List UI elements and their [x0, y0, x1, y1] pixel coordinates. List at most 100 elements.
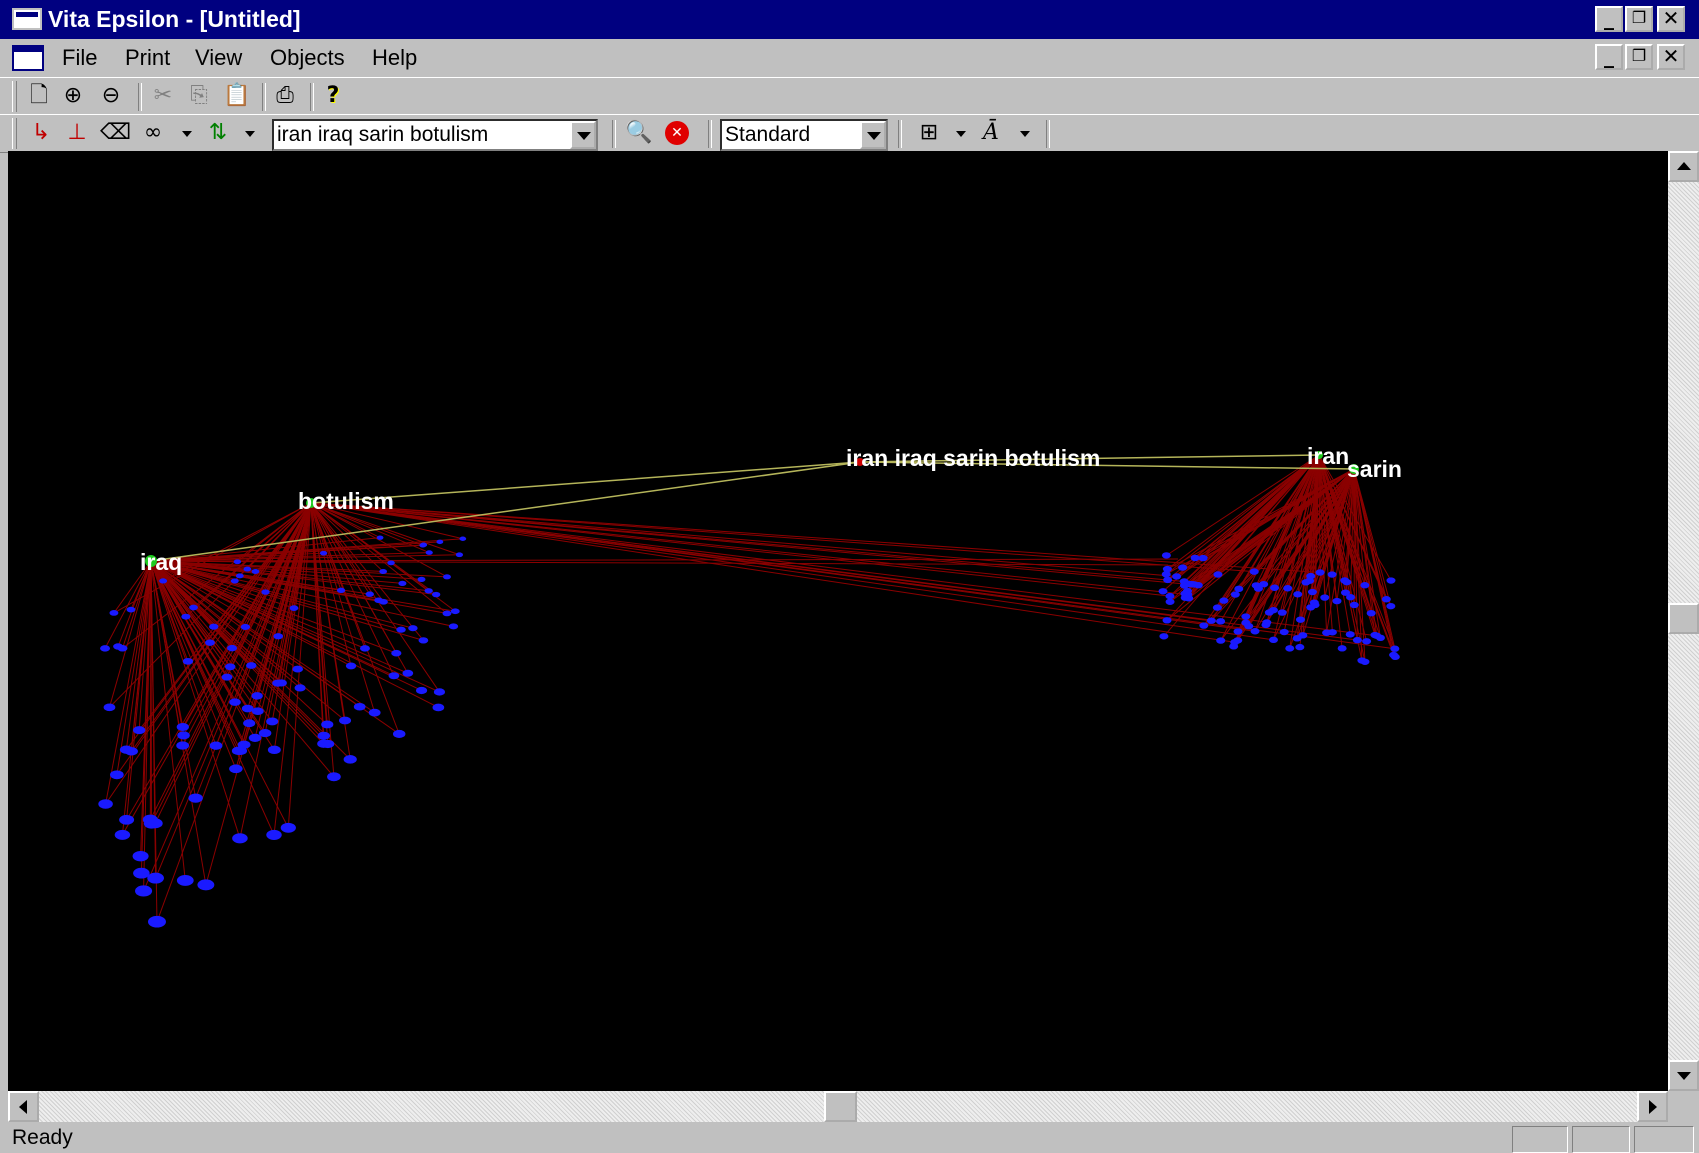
doc-node[interactable]: [402, 669, 414, 677]
doc-node[interactable]: [1259, 580, 1269, 588]
doc-node[interactable]: [176, 741, 190, 750]
doc-node[interactable]: [1386, 577, 1396, 584]
doc-node[interactable]: [319, 550, 328, 556]
doc-node[interactable]: [289, 605, 299, 612]
copy-icon[interactable]: ⎘: [190, 83, 208, 108]
doc-node[interactable]: [1212, 604, 1222, 611]
doc-node[interactable]: [1241, 619, 1251, 626]
doc-node[interactable]: [177, 731, 190, 740]
doc-node[interactable]: [246, 662, 257, 669]
doc-node[interactable]: [1327, 629, 1337, 636]
doc-node[interactable]: [1264, 609, 1274, 616]
doc-node[interactable]: [1189, 581, 1199, 588]
doc-node[interactable]: [1283, 585, 1293, 592]
doc-node[interactable]: [1381, 596, 1391, 603]
doc-node[interactable]: [1349, 601, 1359, 609]
doc-node[interactable]: [266, 717, 279, 726]
toolbar-grip[interactable]: [12, 118, 17, 149]
doc-node[interactable]: [1320, 594, 1330, 601]
chevron-down-icon[interactable]: [570, 121, 596, 149]
doc-node[interactable]: [126, 606, 136, 613]
doc-node[interactable]: [221, 673, 233, 681]
doc-node[interactable]: [248, 733, 262, 742]
doc-node[interactable]: [376, 535, 384, 540]
doc-node[interactable]: [114, 829, 131, 840]
doc-node[interactable]: [1249, 568, 1259, 575]
doc-node[interactable]: [133, 867, 150, 879]
doc-node[interactable]: [1233, 628, 1243, 635]
doc-node[interactable]: [1158, 588, 1168, 595]
term-node-iran[interactable]: [1315, 451, 1323, 459]
eraser-icon[interactable]: ⌫: [100, 120, 132, 145]
add-object-icon[interactable]: ⊞: [919, 120, 939, 145]
doc-node[interactable]: [374, 597, 383, 604]
doc-node[interactable]: [251, 692, 263, 700]
doc-node[interactable]: [1386, 602, 1396, 610]
doc-node[interactable]: [432, 703, 445, 712]
doc-node[interactable]: [425, 550, 433, 555]
doc-node[interactable]: [388, 672, 400, 680]
doc-node[interactable]: [100, 645, 111, 652]
doc-node[interactable]: [1165, 592, 1175, 600]
font-icon[interactable]: Ā: [983, 120, 999, 145]
doc-node[interactable]: [109, 609, 119, 616]
doc-node[interactable]: [359, 645, 370, 652]
doc-node[interactable]: [113, 643, 124, 650]
doc-node[interactable]: [243, 566, 252, 572]
doc-node[interactable]: [317, 731, 331, 740]
doc-node[interactable]: [147, 872, 164, 884]
graph-svg[interactable]: iran iraq sarin botulism botulism iraq i…: [8, 151, 1668, 1091]
doc-node[interactable]: [418, 637, 429, 644]
doc-node[interactable]: [1360, 582, 1370, 589]
doc-node[interactable]: [1310, 601, 1320, 609]
term-label-iran[interactable]: iran: [1307, 443, 1349, 469]
doc-node[interactable]: [266, 829, 282, 840]
doc-node[interactable]: [181, 613, 191, 620]
scroll-left-button[interactable]: [8, 1091, 39, 1122]
doc-node[interactable]: [420, 542, 428, 548]
doc-node[interactable]: [1332, 597, 1342, 605]
doc-node[interactable]: [1161, 571, 1171, 578]
doc-node[interactable]: [189, 604, 198, 611]
doc-node[interactable]: [182, 657, 194, 665]
doc-node[interactable]: [232, 833, 248, 844]
doc-node[interactable]: [1292, 635, 1302, 642]
doc-node[interactable]: [450, 608, 460, 615]
term-label-sarin[interactable]: sarin: [1347, 456, 1402, 482]
doc-node[interactable]: [1241, 613, 1251, 620]
doc-node[interactable]: [1270, 584, 1280, 591]
doc-node[interactable]: [417, 576, 426, 582]
doc-node[interactable]: [321, 720, 334, 729]
doc-node[interactable]: [415, 686, 428, 695]
doc-node[interactable]: [379, 568, 388, 574]
scroll-down-button[interactable]: [1668, 1060, 1699, 1091]
zoom-in-icon[interactable]: ⊕: [63, 83, 83, 108]
doc-node[interactable]: [433, 688, 446, 696]
doc-node[interactable]: [392, 729, 406, 738]
doc-node[interactable]: [1352, 636, 1362, 644]
doc-node[interactable]: [455, 552, 464, 558]
doc-node[interactable]: [1293, 591, 1303, 598]
doc-node[interactable]: [197, 879, 215, 891]
doc-node[interactable]: [1305, 577, 1315, 584]
doc-node[interactable]: [1357, 657, 1367, 664]
term-node-sarin[interactable]: [1349, 464, 1359, 474]
doc-node[interactable]: [387, 560, 395, 566]
search-globe-icon[interactable]: 🔍: [625, 120, 653, 145]
doc-node[interactable]: [241, 704, 254, 713]
doc-node[interactable]: [1172, 573, 1182, 580]
doc-node[interactable]: [391, 649, 402, 657]
doc-node[interactable]: [1163, 576, 1173, 584]
doc-node[interactable]: [1198, 554, 1208, 562]
doc-node[interactable]: [110, 770, 124, 780]
doc-node[interactable]: [1162, 565, 1172, 573]
vertical-scrollbar[interactable]: [1668, 151, 1699, 1091]
doc-node[interactable]: [188, 793, 203, 803]
doc-node[interactable]: [1279, 628, 1289, 636]
layout-mode-combo[interactable]: Standard: [720, 119, 888, 151]
doc-node[interactable]: [292, 665, 304, 673]
doc-node[interactable]: [267, 745, 281, 755]
doc-node[interactable]: [233, 559, 242, 565]
doc-node[interactable]: [1269, 636, 1279, 644]
term-node-botulism[interactable]: [306, 498, 316, 508]
